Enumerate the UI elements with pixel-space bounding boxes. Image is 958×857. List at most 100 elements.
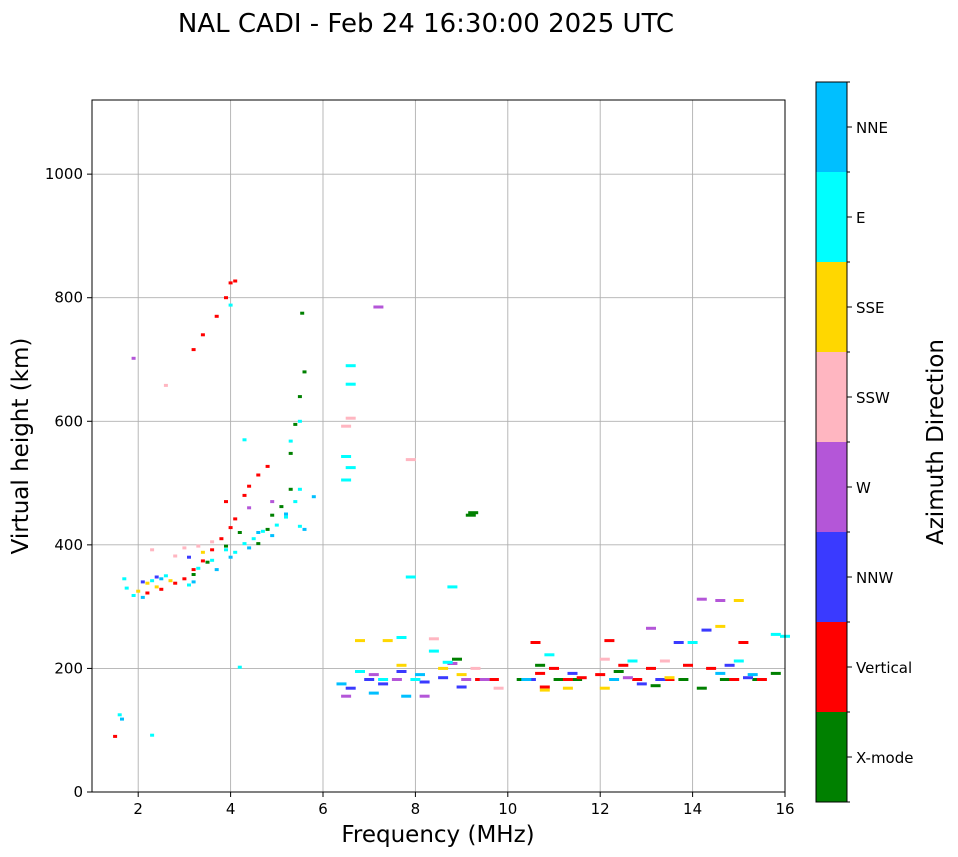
data-point [210,548,214,551]
data-point [243,494,247,497]
data-point [554,678,564,681]
data-point [600,658,610,661]
data-point [275,524,279,527]
data-point [688,641,698,644]
data-point [535,672,545,675]
data-point [298,395,302,398]
y-tick-label: 600 [54,412,83,430]
data-point [238,666,242,669]
data-point [141,596,145,599]
data-point [224,500,228,503]
data-point [164,384,168,387]
colorbar-segment [816,622,847,712]
data-point [609,678,619,681]
data-point [247,546,251,549]
data-point [229,526,233,529]
x-tick-label: 8 [411,800,421,818]
data-point [201,551,205,554]
data-point [182,577,186,580]
data-point [378,678,388,681]
data-point [164,574,168,577]
data-point [298,420,302,423]
x-tick-label: 14 [683,800,702,818]
data-point [132,594,136,597]
data-point [303,370,307,373]
data-point [122,577,126,580]
data-point [196,545,200,548]
data-point [415,673,425,676]
data-point [224,296,228,299]
y-axis-ticks: 0 200 400 600 800 1000 [45,165,92,801]
data-point [729,678,739,681]
colorbar-tick-label: NNW [856,569,893,587]
data-point [452,658,462,661]
data-point [355,639,365,642]
data-point [229,304,233,307]
data-point [173,555,177,558]
data-point [715,625,725,628]
data-point [443,661,453,664]
data-point [233,517,237,520]
plot-area: 2 4 6 8 10 12 14 16 0 200 400 600 800 1000 [45,100,795,818]
data-point [270,534,274,537]
x-tick-label: 10 [498,800,517,818]
data-point [346,466,356,469]
data-point [210,540,214,543]
data-point [150,734,154,737]
colorbar-segment [816,82,847,172]
data-point [289,440,293,443]
data-point [531,641,541,644]
data-point [293,423,297,426]
data-point [410,678,420,681]
data-point [720,678,730,681]
data-point [341,455,351,458]
data-point [535,664,545,667]
colorbar-segment [816,262,847,352]
data-point [206,561,210,564]
data-point [697,687,707,690]
data-point [155,576,159,579]
data-point [378,682,388,685]
data-point [660,660,670,663]
plot-background [92,100,785,792]
data-point [494,687,504,690]
x-axis-ticks: 2 4 6 8 10 12 14 16 [133,792,794,818]
data-point [113,735,117,738]
data-point [150,579,154,582]
colorbar-label: Azimuth Direction [923,339,949,545]
data-point [678,678,688,681]
data-point [256,531,260,534]
data-point [256,474,260,477]
colorbar-segment [816,442,847,532]
data-point [397,670,407,673]
data-point [238,531,242,534]
data-point [646,667,656,670]
data-point [544,653,554,656]
data-point [632,678,642,681]
x-axis-label: Frequency (MHz) [341,822,534,848]
data-point [457,686,467,689]
data-point [300,312,304,315]
data-point [397,664,407,667]
y-tick-label: 1000 [45,165,83,183]
data-point [734,660,744,663]
colorbar-tick-label: SSW [856,389,890,407]
data-point [145,582,149,585]
y-tick-label: 400 [54,536,83,554]
chart-title: NAL CADI - Feb 24 16:30:00 2025 UTC [178,9,674,39]
colorbar-tick-label: NNE [856,119,888,137]
data-point [145,592,149,595]
data-point [702,629,712,632]
data-point [364,678,374,681]
data-point [125,587,129,590]
data-point [461,678,471,681]
data-point [289,488,293,491]
data-point [192,568,196,571]
data-point [457,673,467,676]
data-point [715,599,725,602]
data-point [279,505,283,508]
x-tick-label: 6 [318,800,328,818]
data-point [346,687,356,690]
data-point [187,556,191,559]
colorbar-segment [816,712,847,802]
